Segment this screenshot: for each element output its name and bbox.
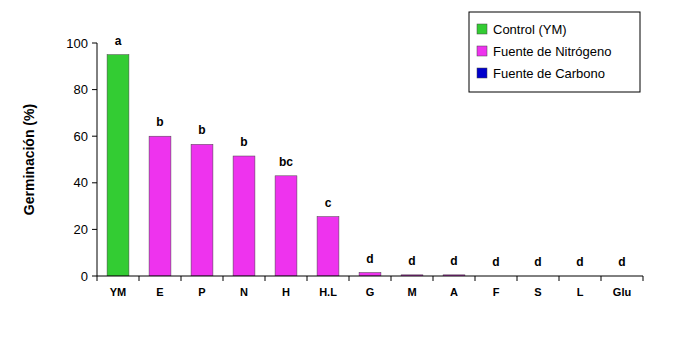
chart-container: 0 20 40 60 80 100 YM E P N H H.L G M A F S L Glu a b b b bc c d d d… bbox=[0, 0, 680, 344]
y-tick bbox=[92, 89, 97, 90]
legend-swatch bbox=[477, 46, 487, 56]
chart: 0 20 40 60 80 100 YM E P N H H.L G M A F S L Glu a b b b bc c d d d… bbox=[0, 0, 680, 344]
y-tick bbox=[92, 182, 97, 183]
legend-box bbox=[469, 12, 640, 92]
y-tick bbox=[92, 136, 97, 137]
x-tick bbox=[265, 276, 266, 281]
x-tick bbox=[139, 276, 140, 281]
x-tick-label: H bbox=[282, 286, 290, 298]
x-tick bbox=[559, 276, 560, 281]
annotation: a bbox=[115, 34, 122, 48]
bar bbox=[317, 217, 339, 276]
x-tick-label: M bbox=[407, 286, 416, 298]
annotation: b bbox=[198, 123, 205, 137]
annotation: d bbox=[534, 255, 541, 269]
x-tick-label: H.L bbox=[319, 286, 337, 298]
annotation: d bbox=[576, 255, 583, 269]
y-tick-label: 80 bbox=[74, 82, 88, 97]
x-tick bbox=[643, 276, 644, 281]
x-tick-label: S bbox=[534, 286, 541, 298]
annotation: d bbox=[408, 254, 415, 268]
x-tick-label: E bbox=[156, 286, 163, 298]
x-tick-label: G bbox=[366, 286, 375, 298]
annotation: b bbox=[156, 115, 163, 129]
y-tick-label: 0 bbox=[81, 269, 88, 284]
y-tick-label: 40 bbox=[74, 175, 88, 190]
x-axis bbox=[97, 276, 643, 277]
x-tick bbox=[349, 276, 350, 281]
x-tick-label: A bbox=[450, 286, 458, 298]
x-tick bbox=[97, 276, 98, 281]
x-tick-label: YM bbox=[110, 286, 127, 298]
y-axis-label: Germinación (%) bbox=[21, 104, 37, 215]
x-tick-label: L bbox=[577, 286, 584, 298]
y-tick-label: 20 bbox=[74, 222, 88, 237]
legend-label: Fuente de Carbono bbox=[493, 66, 605, 81]
x-tick-label: P bbox=[198, 286, 205, 298]
annotation: c bbox=[325, 196, 332, 210]
legend-swatch bbox=[477, 68, 487, 78]
legend-label: Fuente de Nitrógeno bbox=[493, 44, 612, 59]
bar bbox=[107, 55, 129, 276]
bars bbox=[107, 55, 465, 276]
annotation: d bbox=[618, 255, 625, 269]
annotation: b bbox=[240, 135, 247, 149]
annotation: d bbox=[366, 252, 373, 266]
legend: Control (YM) Fuente de Nitrógeno Fuente de… bbox=[469, 12, 640, 92]
x-tick bbox=[601, 276, 602, 281]
y-tick bbox=[92, 43, 97, 44]
x-tick bbox=[391, 276, 392, 281]
y-tick bbox=[92, 276, 97, 277]
annotation: d bbox=[450, 254, 457, 268]
annotation: bc bbox=[279, 155, 293, 169]
legend-label: Control (YM) bbox=[493, 22, 567, 37]
y-tick-label: 60 bbox=[74, 129, 88, 144]
x-tick-label: F bbox=[493, 286, 500, 298]
x-tick bbox=[433, 276, 434, 281]
background bbox=[0, 0, 680, 344]
bar bbox=[149, 136, 171, 276]
y-tick bbox=[92, 229, 97, 230]
x-tick-label: Glu bbox=[613, 286, 631, 298]
x-tick bbox=[181, 276, 182, 281]
x-tick bbox=[307, 276, 308, 281]
x-tick-label: N bbox=[240, 286, 248, 298]
annotation: d bbox=[492, 255, 499, 269]
bar bbox=[275, 176, 297, 276]
bar bbox=[359, 273, 381, 276]
x-tick bbox=[475, 276, 476, 281]
legend-swatch bbox=[477, 24, 487, 34]
bar bbox=[191, 144, 213, 276]
y-axis bbox=[97, 43, 98, 276]
y-tick-label: 100 bbox=[66, 36, 88, 51]
x-tick bbox=[517, 276, 518, 281]
x-tick bbox=[223, 276, 224, 281]
bar bbox=[233, 156, 255, 276]
